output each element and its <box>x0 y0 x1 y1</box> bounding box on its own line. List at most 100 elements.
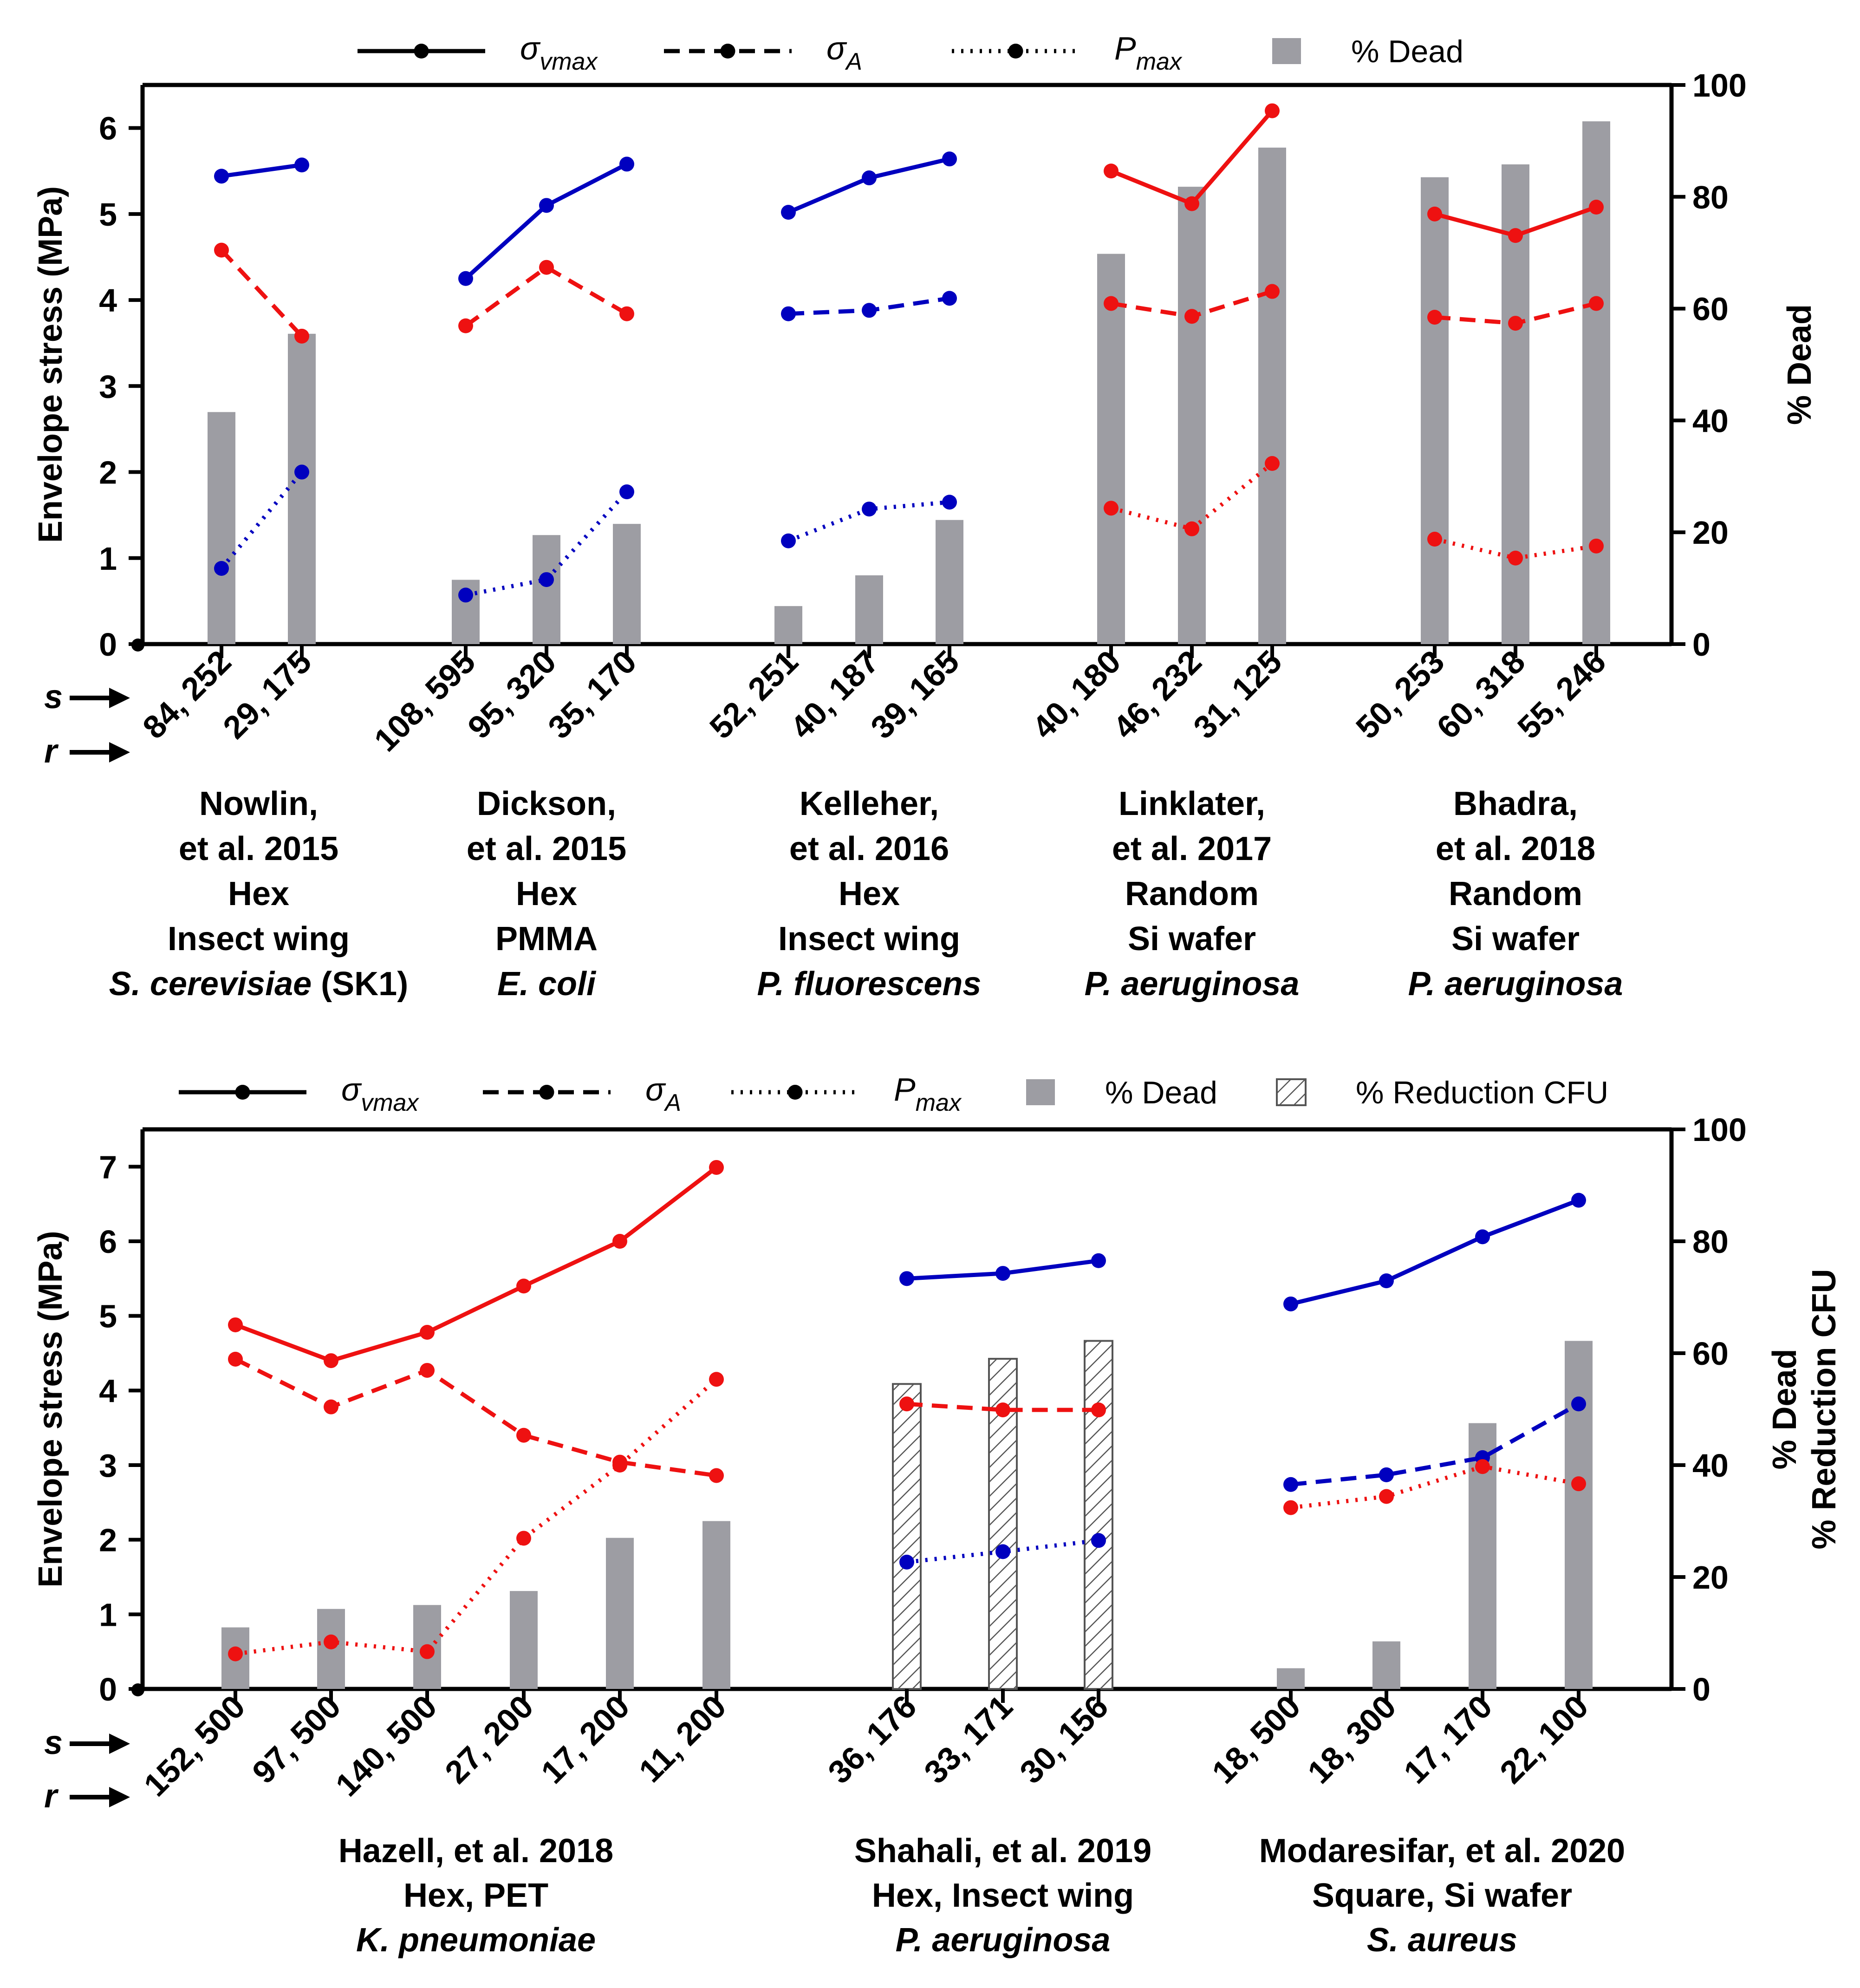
sigma-A-point <box>458 318 473 333</box>
study-caption-line: P. fluorescens <box>757 965 982 1003</box>
sigma-vmax-line <box>787 156 950 215</box>
reduction-cfu-bar <box>892 1383 922 1690</box>
category-label: 50, 253 <box>1349 643 1451 745</box>
legend-label-bar: % Dead <box>1351 34 1463 69</box>
P-max-point <box>1283 1500 1298 1515</box>
dead-bar <box>774 606 802 644</box>
category-label: 40, 187 <box>783 643 885 745</box>
P-max-point <box>1571 1476 1586 1492</box>
s-label: s <box>44 678 63 716</box>
category-label: 18, 500 <box>1205 1688 1307 1790</box>
dead-bar <box>1258 147 1286 644</box>
category-label: 33, 171 <box>917 1688 1019 1790</box>
y2-tick-label: 80 <box>1692 179 1729 215</box>
r-arrow-head <box>109 1787 130 1807</box>
P-max-line <box>787 500 950 543</box>
y-tick-label: 2 <box>99 1522 117 1558</box>
y-axis-title: Envelope stress (MPa) <box>32 186 69 543</box>
dead-bar <box>1277 1668 1305 1689</box>
sigma-vmax-line <box>234 1166 718 1363</box>
sigma-vmax-point <box>942 151 957 167</box>
sigma-A-point <box>1091 1402 1106 1418</box>
study-caption-line: Hex <box>228 875 289 913</box>
y-tick-label: 5 <box>99 196 117 233</box>
sigma-vmax-point <box>619 156 634 172</box>
sigma-vmax-point <box>1104 163 1119 179</box>
category-label: 36, 176 <box>821 1688 923 1790</box>
sigma-A-line <box>220 248 304 338</box>
category-label: 31, 125 <box>1186 643 1288 745</box>
sigma-vmax-point <box>458 271 473 286</box>
dead-bar <box>208 412 235 644</box>
P-max-point <box>539 572 554 587</box>
category-label: 18, 300 <box>1301 1688 1403 1790</box>
r-label: r <box>44 733 59 770</box>
category-label: 35, 170 <box>541 643 643 745</box>
P-max-point <box>1379 1489 1394 1504</box>
study-caption-line: Linklater, <box>1119 785 1265 822</box>
dead-bar <box>1097 254 1125 644</box>
sigma-A-point <box>942 291 957 306</box>
P-max-point <box>862 502 877 517</box>
sigma-A-point <box>1589 296 1604 311</box>
legend-marker-dotted <box>787 1085 803 1100</box>
sigma-vmax-point <box>516 1278 531 1294</box>
sigma-vmax-point <box>1508 228 1523 243</box>
y2-tick-label: 0 <box>1692 626 1710 663</box>
category-label: 27, 200 <box>438 1688 540 1790</box>
sigma-A-point <box>619 306 634 321</box>
legend-swatch-hatch <box>1276 1078 1307 1106</box>
y-tick-label: 6 <box>99 1224 117 1260</box>
study-caption-line: Kelleher, <box>800 785 939 822</box>
sigma-A-point <box>1283 1477 1298 1492</box>
y2-tick-label: 60 <box>1692 291 1729 327</box>
study-caption-line: Si wafer <box>1451 920 1580 958</box>
sigma-vmax-point <box>1184 196 1199 211</box>
study-caption-line: et al. 2015 <box>467 830 626 867</box>
sigma-A-line <box>1290 1402 1580 1487</box>
legend-label-dotted: Pmax <box>1114 30 1183 75</box>
s-arrow-head <box>109 1734 130 1754</box>
study-caption-line: Hex <box>839 875 900 913</box>
dead-bar <box>288 333 316 644</box>
sigma-A-point <box>709 1468 724 1483</box>
category-label: 22, 100 <box>1493 1688 1595 1790</box>
P-max-point <box>1104 501 1119 516</box>
sigma-A-point <box>214 242 229 258</box>
P-max-point <box>1427 532 1442 547</box>
sigma-vmax-point <box>1571 1193 1586 1208</box>
top-chart-panel: σvmax σA Pmax% Dead0123456020406080100Enve… <box>32 30 1818 1003</box>
P-max-point <box>1475 1459 1490 1474</box>
study-caption-line: Random <box>1125 875 1259 913</box>
bottom-chart-panel: σvmax σA Pmax% Dead% Reduction CFU01234567… <box>32 1071 1843 1959</box>
sigma-vmax-point <box>1265 103 1280 118</box>
category-label: 11, 200 <box>632 1688 733 1789</box>
sigma-vmax-point <box>294 157 309 173</box>
y-tick-label: 0 <box>99 1671 117 1708</box>
P-max-point <box>214 561 229 576</box>
study-caption-line: Nowlin, <box>199 785 318 822</box>
study-caption-line: P. aeruginosa <box>896 1922 1111 1959</box>
y-tick-label: 3 <box>99 1447 117 1484</box>
sigma-vmax-point <box>1379 1273 1394 1289</box>
legend-label-solid: σvmax <box>520 30 598 75</box>
category-label: 60, 318 <box>1430 643 1532 745</box>
study-caption-line: et al. 2017 <box>1112 830 1272 867</box>
sigma-A-point <box>228 1351 243 1367</box>
sigma-vmax-point <box>420 1325 435 1340</box>
sigma-vmax-point <box>899 1271 914 1286</box>
y-tick-label: 6 <box>99 111 117 147</box>
P-max-point <box>612 1458 627 1473</box>
sigma-A-line <box>234 1357 717 1478</box>
dead-bar <box>533 535 560 644</box>
legend-label-hatch: % Reduction CFU <box>1356 1075 1608 1110</box>
sigma-A-line <box>906 1401 1099 1412</box>
sigma-A-point <box>1571 1396 1586 1412</box>
P-max-point <box>781 533 796 548</box>
P-max-point <box>516 1531 531 1546</box>
sigma-A-point <box>899 1396 914 1412</box>
study-caption-line: et al. 2016 <box>789 830 949 867</box>
dead-bar <box>936 520 963 644</box>
category-label: 84, 252 <box>136 643 238 745</box>
